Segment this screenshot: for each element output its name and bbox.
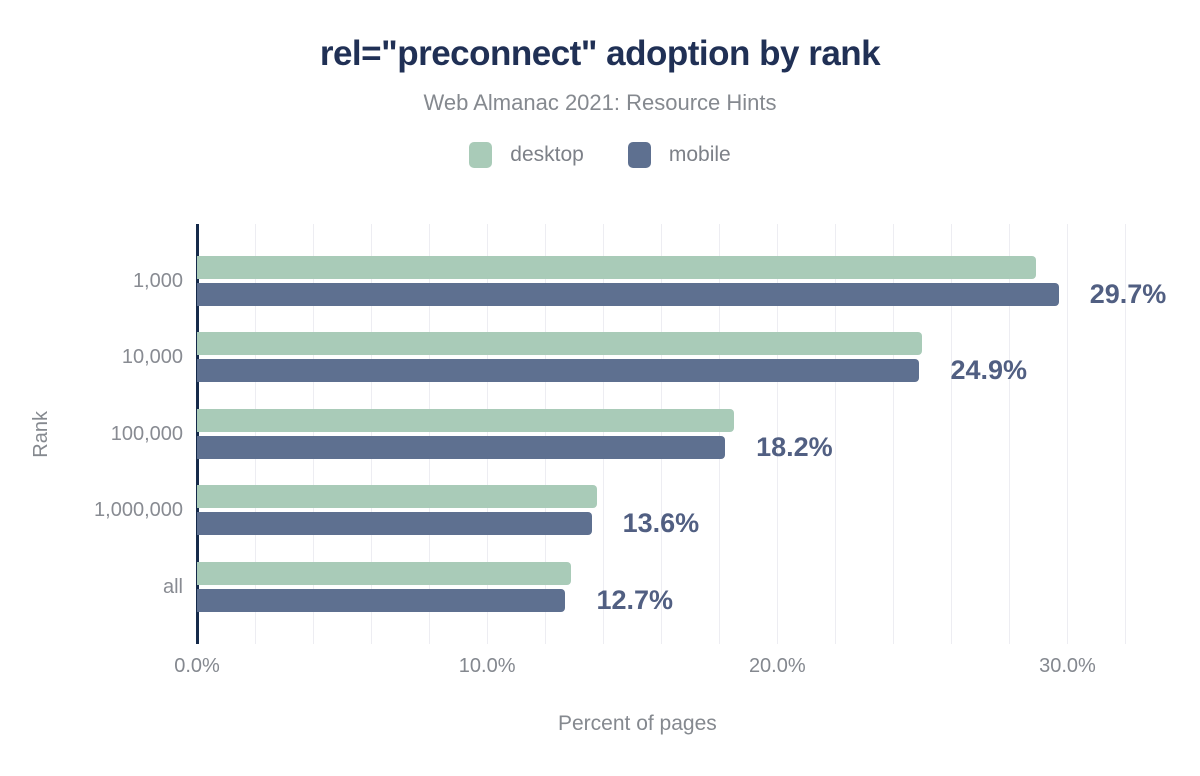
- gridline: [371, 224, 373, 644]
- bar-group-1000: 1,000 29.7%: [133, 256, 1166, 308]
- gridline: [893, 224, 895, 644]
- category-label: 1,000,000: [94, 499, 183, 521]
- gridline: [487, 224, 489, 644]
- gridline: [1009, 224, 1011, 644]
- gridline: [603, 224, 605, 644]
- x-tick-label: 10.0%: [458, 655, 516, 677]
- gridline: [255, 224, 257, 644]
- desktop-bar: [197, 409, 734, 432]
- gridline: [429, 224, 431, 644]
- legend: desktop mobile: [0, 142, 1200, 168]
- value-label: 12.7%: [596, 585, 674, 615]
- y-axis-title: Rank: [30, 224, 53, 644]
- legend-label-desktop: desktop: [510, 143, 584, 166]
- mobile-bar: [197, 283, 1059, 306]
- x-tick-label: 30.0%: [1039, 655, 1096, 677]
- category-label: all: [162, 576, 183, 598]
- desktop-bar: [197, 562, 572, 585]
- desktop-bar: [197, 256, 1036, 279]
- gridline: [661, 224, 663, 644]
- desktop-bar: [197, 485, 598, 508]
- page-subtitle: Web Almanac 2021: Resource Hints: [423, 90, 777, 115]
- value-label: 18.2%: [756, 432, 833, 462]
- y-axis-line: [196, 224, 199, 644]
- gridline: [777, 224, 779, 644]
- mobile-bar: [197, 589, 566, 612]
- gridline: [313, 224, 315, 644]
- chart-area: Percent of pages 1,000 29.7% 10,000 24.9% 10…: [94, 224, 1166, 735]
- mobile-swatch-icon: [627, 142, 651, 168]
- mobile-bar: [197, 436, 726, 459]
- legend-item-mobile: mobile: [627, 142, 731, 168]
- gridline: [1067, 224, 1069, 644]
- x-tick-label: 0.0%: [174, 655, 220, 677]
- gridline: [835, 224, 837, 644]
- bar-group-100000: 100,000 18.2%: [111, 409, 1140, 462]
- y-axis-title-text: Rank: [30, 410, 52, 458]
- value-label: 24.9%: [950, 355, 1028, 385]
- gridline: [1125, 224, 1127, 644]
- legend-label-mobile: mobile: [668, 143, 731, 166]
- bar-group-all: all 12.7%: [163, 562, 1140, 615]
- legend-item-desktop: desktop: [469, 142, 584, 168]
- category-label: 1,000: [132, 270, 183, 292]
- gridline: [951, 224, 953, 644]
- category-label: 100,000: [110, 423, 183, 445]
- x-axis-title: Percent of pages: [557, 712, 717, 735]
- bar-group-10000: 10,000 24.9%: [122, 332, 1140, 385]
- value-label: 13.6%: [622, 508, 700, 538]
- page-title: rel="preconnect" adoption by rank: [319, 34, 881, 73]
- desktop-bar: [197, 332, 923, 355]
- x-tick-label: 20.0%: [748, 655, 806, 677]
- mobile-bar: [197, 359, 920, 382]
- gridline: [545, 224, 547, 644]
- category-label: 10,000: [121, 346, 183, 368]
- desktop-swatch-icon: [469, 142, 493, 168]
- value-label: 29.7%: [1089, 279, 1167, 309]
- bar-group-1000000: 1,000,000 13.6%: [94, 485, 1140, 538]
- mobile-bar: [197, 512, 592, 535]
- gridline: [719, 224, 721, 644]
